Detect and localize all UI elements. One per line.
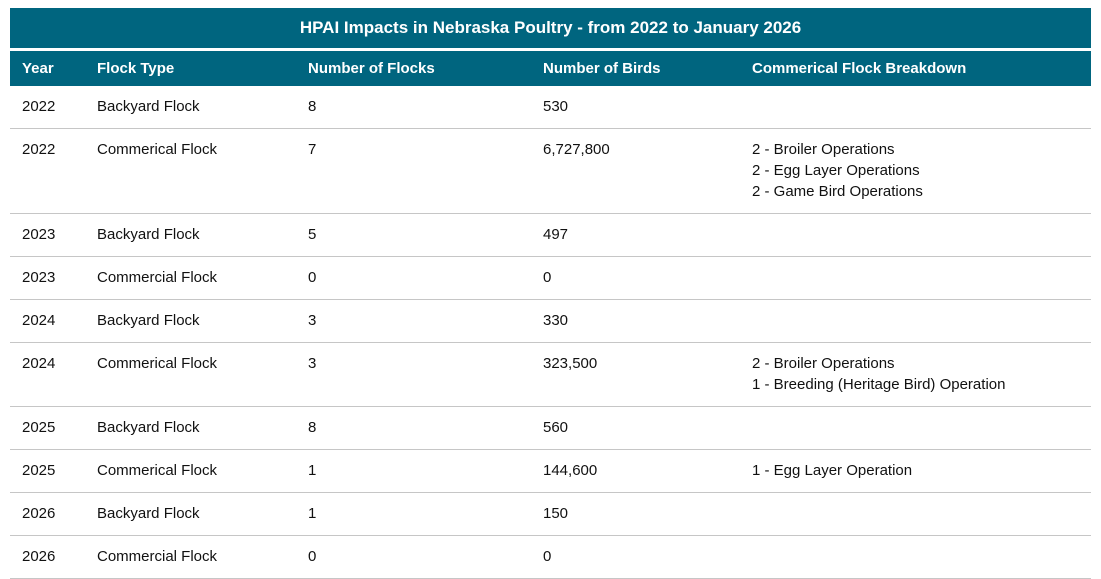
cell-number-of-birds: 560 [531,406,740,450]
table-row: 2026 Backyard Flock 1 150 [10,492,1092,536]
cell-number-of-birds: 150 [531,492,740,536]
table-row: 2025 Commerical Flock 1 144,600 1 - Egg … [10,449,1092,493]
cell-number-of-flocks: 1 [296,492,531,536]
table-row: 2023 Backyard Flock 5 497 [10,213,1092,257]
cell-number-of-flocks: 3 [296,342,531,407]
cell-number-of-flocks: 7 [296,128,531,214]
cell-breakdown [740,86,1092,129]
col-header-number-of-flocks: Number of Flocks [296,49,531,86]
cell-number-of-birds: 0 [531,256,740,300]
table-row: 2025 Backyard Flock 8 560 [10,406,1092,450]
table-row: 2022 Commerical Flock 7 6,727,800 2 - Br… [10,128,1092,214]
hpai-impacts-table: HPAI Impacts in Nebraska Poultry - from … [10,8,1092,579]
cell-number-of-birds: 323,500 [531,342,740,407]
table-header-row: Year Flock Type Number of Flocks Number … [10,49,1092,86]
cell-number-of-birds: 6,727,800 [531,128,740,214]
cell-breakdown [740,406,1092,450]
col-header-commerical-flock-breakdown: Commerical Flock Breakdown [740,49,1092,86]
col-header-year: Year [10,49,85,86]
cell-flock-type: Backyard Flock [85,492,296,536]
cell-number-of-flocks: 8 [296,406,531,450]
table-row: 2024 Backyard Flock 3 330 [10,299,1092,343]
cell-breakdown [740,535,1092,579]
cell-number-of-birds: 497 [531,213,740,257]
cell-flock-type: Backyard Flock [85,213,296,257]
cell-year: 2026 [10,535,85,579]
cell-flock-type: Commerical Flock [85,128,296,214]
col-header-number-of-birds: Number of Birds [531,49,740,86]
col-header-flock-type: Flock Type [85,49,296,86]
cell-number-of-birds: 330 [531,299,740,343]
cell-year: 2025 [10,449,85,493]
cell-number-of-flocks: 8 [296,86,531,129]
table-row: 2024 Commerical Flock 3 323,500 2 - Broi… [10,342,1092,407]
cell-breakdown [740,256,1092,300]
cell-number-of-birds: 144,600 [531,449,740,493]
table-row: 2023 Commercial Flock 0 0 [10,256,1092,300]
cell-number-of-flocks: 0 [296,256,531,300]
cell-flock-type: Commercial Flock [85,535,296,579]
cell-number-of-flocks: 0 [296,535,531,579]
cell-year: 2023 [10,213,85,257]
table-row: 2022 Backyard Flock 8 530 [10,86,1092,129]
cell-number-of-birds: 0 [531,535,740,579]
cell-breakdown [740,492,1092,536]
cell-number-of-flocks: 1 [296,449,531,493]
table-body: 2022 Backyard Flock 8 530 2022 Commerica… [10,86,1092,579]
cell-year: 2025 [10,406,85,450]
cell-breakdown [740,213,1092,257]
cell-breakdown [740,299,1092,343]
cell-number-of-flocks: 5 [296,213,531,257]
cell-flock-type: Commerical Flock [85,449,296,493]
cell-year: 2024 [10,342,85,407]
cell-year: 2023 [10,256,85,300]
cell-breakdown: 1 - Egg Layer Operation [740,449,1092,493]
cell-number-of-birds: 530 [531,86,740,129]
table-row: 2026 Commercial Flock 0 0 [10,535,1092,579]
cell-flock-type: Backyard Flock [85,299,296,343]
cell-flock-type: Commerical Flock [85,342,296,407]
cell-flock-type: Backyard Flock [85,86,296,129]
cell-year: 2022 [10,86,85,129]
cell-breakdown: 2 - Broiler Operations 1 - Breeding (Her… [740,342,1092,407]
cell-year: 2026 [10,492,85,536]
table-title-row: HPAI Impacts in Nebraska Poultry - from … [10,8,1092,51]
cell-number-of-flocks: 3 [296,299,531,343]
table-title: HPAI Impacts in Nebraska Poultry - from … [10,8,1092,51]
cell-flock-type: Backyard Flock [85,406,296,450]
cell-year: 2022 [10,128,85,214]
cell-year: 2024 [10,299,85,343]
cell-flock-type: Commercial Flock [85,256,296,300]
cell-breakdown: 2 - Broiler Operations 2 - Egg Layer Ope… [740,128,1092,214]
